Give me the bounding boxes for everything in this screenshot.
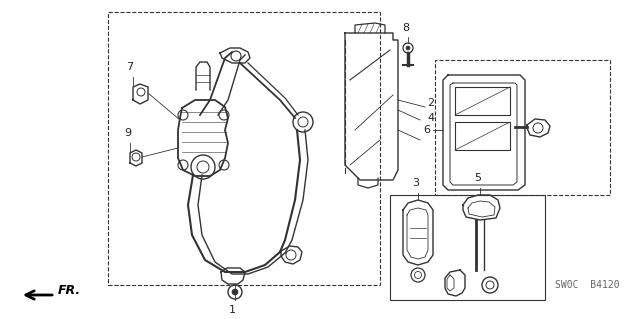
Bar [435,60,610,195]
Text: SW0C  B4120: SW0C B4120 [555,280,620,290]
Text: 2: 2 [427,98,434,108]
Bar [390,195,545,300]
Text: 6: 6 [423,125,430,135]
Bar [455,87,510,115]
Text: 9: 9 [124,128,132,138]
Text: 3: 3 [413,178,419,188]
Text: 7: 7 [127,62,134,72]
Circle shape [232,289,238,295]
Text: FR.: FR. [58,284,81,296]
Bar [455,122,510,150]
Text: 4: 4 [427,113,434,123]
Circle shape [406,46,410,50]
Text: 1: 1 [228,305,236,315]
Text: 5: 5 [474,173,481,183]
Bar [108,12,380,285]
Text: 8: 8 [403,23,410,33]
